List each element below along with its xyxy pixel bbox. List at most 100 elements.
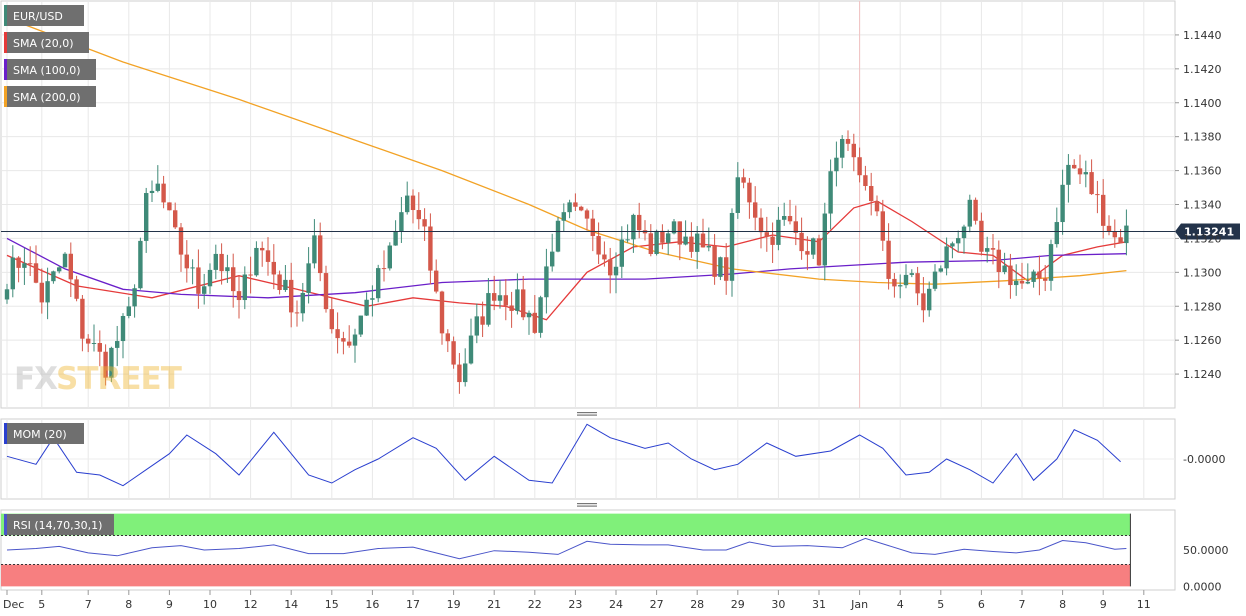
panel-resize-handle[interactable] — [577, 503, 597, 507]
candle — [97, 330, 102, 367]
legend-label: EUR/USD — [13, 10, 63, 23]
candle — [793, 205, 798, 246]
candle — [834, 141, 839, 187]
candle-body — [358, 315, 363, 335]
candle-body — [509, 305, 514, 311]
candle — [1112, 219, 1117, 248]
candle-body — [550, 251, 555, 267]
candle — [352, 328, 358, 363]
candle-body — [22, 263, 27, 268]
candle-body — [126, 306, 131, 316]
candle-body — [927, 288, 932, 311]
candle-body — [289, 279, 294, 313]
candle-body — [886, 240, 891, 279]
candle — [1077, 154, 1083, 184]
candle-body — [608, 259, 613, 276]
fxstreet-logo: FX STREET — [14, 361, 183, 397]
candle — [399, 197, 404, 243]
candle — [741, 168, 746, 189]
candle-body — [80, 298, 85, 339]
candle — [503, 279, 508, 321]
time-tick-label: 8 — [1059, 598, 1066, 611]
axes: 1.1440 1.1420 1.1400 1.1380 1.1360 1.1340 1.13… — [3, 29, 1229, 611]
candle — [677, 221, 682, 261]
candle — [289, 262, 294, 328]
candle — [776, 206, 781, 251]
candle-body — [341, 338, 346, 342]
legend-swatch — [4, 59, 7, 80]
candle — [811, 237, 816, 259]
rsi-overbought-zone — [1, 513, 1131, 536]
candle-body — [903, 274, 909, 286]
candle-body — [312, 235, 317, 264]
candle-body — [712, 246, 717, 277]
candle — [323, 265, 329, 313]
candle — [416, 192, 421, 230]
candle-body — [579, 206, 584, 211]
candle-body — [422, 219, 427, 227]
candle — [729, 208, 735, 297]
candle — [347, 325, 352, 348]
candle — [219, 243, 224, 285]
legend-momentum: MOM (20) — [4, 423, 84, 444]
candle-body — [4, 289, 10, 300]
legend-swatch — [4, 514, 7, 535]
candle — [457, 353, 462, 394]
candle-body — [967, 199, 972, 227]
candle-body — [782, 216, 787, 220]
candle-body — [840, 138, 845, 158]
candle — [422, 208, 427, 241]
candle-body — [300, 292, 305, 314]
candle — [979, 212, 984, 256]
candle-body — [45, 281, 50, 303]
candle-body — [468, 335, 474, 364]
legend-box — [4, 86, 96, 107]
panel-resize-handle[interactable] — [577, 412, 597, 416]
time-tick-label: 9 — [1100, 598, 1107, 611]
candle-body — [660, 230, 665, 243]
candle-body — [457, 364, 462, 383]
time-tick-label: 14 — [284, 598, 298, 611]
candle — [451, 336, 456, 369]
candle — [666, 229, 671, 255]
candle — [816, 234, 822, 266]
candle-body — [532, 312, 537, 333]
time-tick-label: 7 — [85, 598, 92, 611]
candle-body — [1106, 225, 1112, 232]
candle — [608, 247, 613, 294]
candle-body — [132, 288, 137, 307]
time-tick-label: Jan — [850, 598, 868, 611]
candle-body — [619, 239, 624, 267]
candle — [202, 273, 207, 305]
candle-body — [103, 351, 108, 378]
candle-body — [236, 291, 242, 301]
candle — [538, 295, 543, 338]
candle-body — [944, 246, 949, 269]
candle-body — [260, 247, 265, 251]
candle — [927, 281, 932, 317]
candle-body — [57, 267, 62, 272]
candle — [341, 331, 346, 355]
candle — [57, 265, 62, 274]
candle — [938, 265, 943, 273]
candle — [660, 224, 665, 250]
candle — [62, 252, 68, 268]
candle-body — [399, 212, 404, 232]
candle-body — [805, 251, 810, 255]
candle-body — [242, 274, 247, 301]
candle — [631, 213, 636, 253]
candle-body — [225, 267, 230, 272]
candle — [718, 256, 723, 281]
candle-body — [735, 177, 740, 213]
legend-swatch — [4, 86, 7, 107]
candle-body — [758, 217, 764, 233]
candle-body — [352, 334, 358, 346]
candle — [753, 186, 758, 231]
candle-body — [1019, 280, 1025, 284]
legend-sma20: SMA (20,0) — [4, 32, 89, 53]
candle — [695, 226, 700, 269]
candle-body — [880, 211, 885, 241]
candle — [283, 264, 288, 292]
candle — [909, 269, 914, 278]
time-tick-label: 16 — [365, 598, 379, 611]
